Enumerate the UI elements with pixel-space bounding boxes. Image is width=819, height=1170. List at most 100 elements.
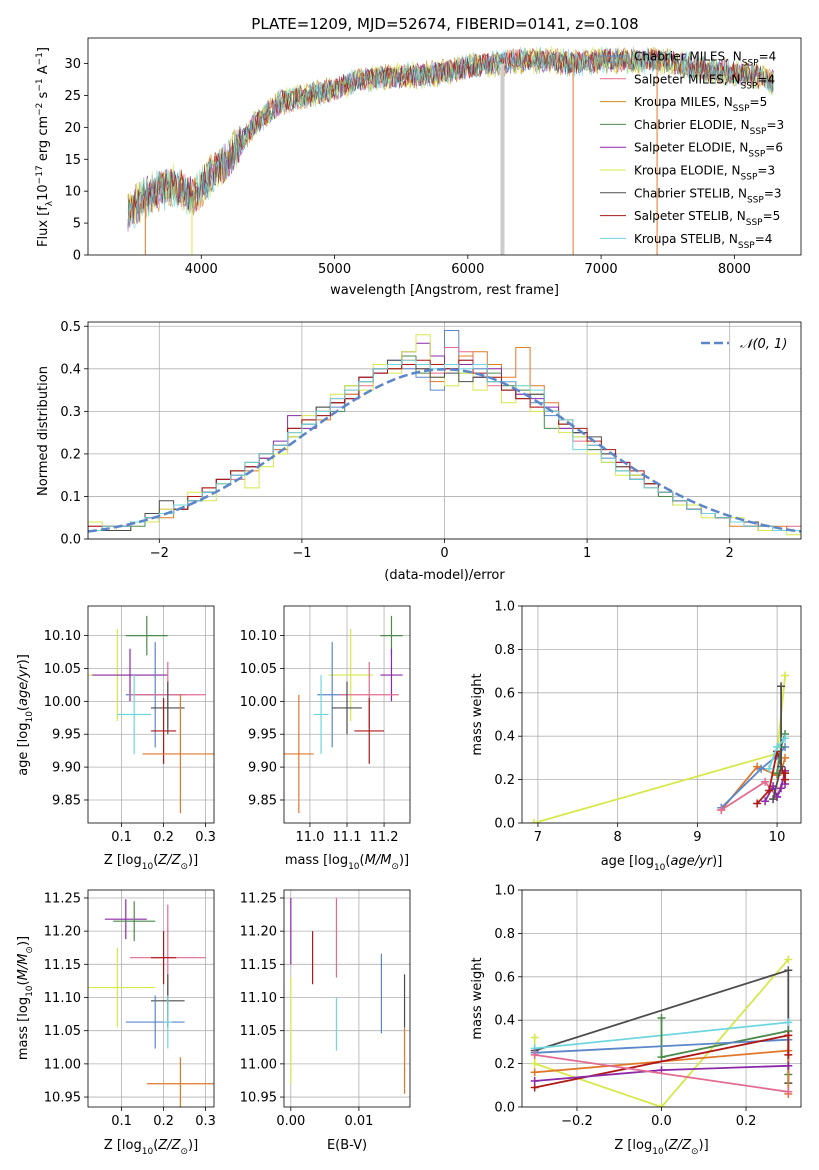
weight-line	[533, 675, 786, 823]
weight-marker	[530, 1076, 539, 1085]
y-tick-label: 1.0	[494, 600, 515, 615]
plot-area	[88, 899, 214, 1107]
weight-marker	[530, 1068, 539, 1077]
weight-line	[534, 1054, 789, 1093]
y-tick-label: 20	[64, 121, 81, 136]
panel-age-vs-mass: 11.0 11.1 11.2 9.85 9.90 9.95 10.00 10.05 10.10 m…	[240, 605, 411, 872]
x-axis-label: age [log10(age/yr)]	[601, 854, 723, 873]
x-tick-label: 0.00	[276, 1114, 305, 1129]
x-tick-label: 0.1	[111, 830, 132, 845]
y-tick-label: 10	[64, 185, 81, 200]
axes-frame	[521, 605, 802, 824]
y-tick-label: 11.25	[240, 891, 277, 906]
y-tick-label: 11.00	[44, 1057, 81, 1072]
y-tick-label: 10.05	[240, 662, 277, 677]
x-tick-label: 0.2	[736, 1114, 757, 1129]
panels-group: 4000 5000 6000 7000 8000051015202530Chabrier…	[16, 37, 802, 1157]
y-tick-label: 0	[73, 249, 81, 264]
weight-marker	[777, 784, 786, 793]
weight-marker	[777, 762, 786, 771]
plot-area	[127, 45, 774, 255]
x-tick-label: 11.1	[333, 830, 362, 845]
panel-age-vs-Z: 0.1 0.2 0.3 9.85 9.90 9.95 10.00 10.05 10.10 Z [l…	[16, 605, 216, 872]
weight-marker	[657, 1014, 666, 1023]
y-tick-label: 0.4	[60, 362, 81, 377]
y-tick-label: 9.85	[52, 793, 81, 808]
y-tick-label: 25	[64, 89, 81, 104]
y-tick-label: 0.4	[494, 730, 515, 745]
plot-area	[530, 955, 793, 1107]
y-tick-label: 0.2	[60, 447, 81, 462]
legend-label: Kroupa ELODIE, NSSP=3	[634, 164, 775, 183]
axes-frame	[283, 605, 411, 824]
y-tick-label: 11.00	[240, 1057, 277, 1072]
y-tick-label: 0.0	[494, 817, 515, 832]
y-tick-label: 0.0	[494, 1101, 515, 1116]
axes-frame	[87, 889, 215, 1108]
axes-frame	[283, 889, 411, 1108]
y-tick-label: 10.95	[44, 1091, 81, 1106]
x-tick-label: 1	[583, 546, 591, 561]
y-tick-label: 11.20	[44, 925, 81, 940]
weight-marker	[781, 671, 790, 680]
weight-line	[534, 1038, 789, 1054]
x-tick-label: 8000	[718, 262, 751, 277]
y-tick-label: 11.15	[44, 958, 81, 973]
x-tick-label: 0.2	[153, 830, 174, 845]
weight-marker	[530, 1050, 539, 1059]
y-axis-label: mass weight	[470, 673, 485, 755]
y-tick-label: 11.25	[44, 891, 81, 906]
x-tick-label: 0.0	[651, 1114, 672, 1129]
y-tick-label: 1.0	[494, 884, 515, 899]
plot-area	[529, 671, 790, 823]
plot-area	[284, 615, 403, 814]
weight-line	[720, 757, 786, 811]
y-tick-label: 10.05	[44, 662, 81, 677]
weight-marker	[765, 764, 774, 773]
y-tick-label: 5	[73, 217, 81, 232]
y-axis-label: Normed distribution	[36, 366, 51, 496]
x-axis-label: mass [log10(M/M⊙)]	[285, 853, 409, 872]
y-tick-label: 0.2	[494, 773, 515, 788]
weight-marker	[784, 1031, 793, 1040]
panel-mass-vs-EBV: 0.00 0.01 10.95 11.00 11.05 11.10 11.15 11.20 11…	[240, 889, 411, 1153]
weight-marker	[761, 777, 770, 786]
x-tick-label: 8	[614, 830, 622, 845]
y-tick-label: 0.8	[494, 643, 515, 658]
axes-frame	[87, 321, 802, 540]
axes-frame	[521, 889, 802, 1108]
y-tick-label: 0.0	[60, 533, 81, 548]
x-tick-label: 0.3	[195, 1114, 216, 1129]
y-tick-label: 0.8	[494, 927, 515, 942]
x-axis-label: Z [log10(Z/Z⊙)]	[614, 1138, 708, 1157]
y-tick-label: 9.90	[52, 761, 81, 776]
panel-mass-weight-vs-age: 7 8 9 10 0.0 0.2 0.4 0.6 0.8 1.0 age [log10(age/yr…	[470, 600, 802, 873]
weight-marker	[529, 819, 538, 823]
x-tick-label: 0	[440, 546, 448, 561]
x-axis-label: wavelength [Angstrom, rest frame]	[330, 283, 559, 298]
x-tick-label: −0.2	[561, 1114, 593, 1129]
panel-mass-vs-Z: 0.1 0.2 0.3 10.95 11.00 11.05 11.10 11.15 11.20 1…	[16, 889, 216, 1157]
y-tick-label: 10.95	[240, 1091, 277, 1106]
y-tick-label: 11.05	[240, 1024, 277, 1039]
legend-label: Salpeter STELIB, NSSP=5	[634, 209, 780, 228]
weight-marker	[717, 805, 726, 814]
x-tick-label: 6000	[451, 262, 484, 277]
weight-marker	[761, 797, 770, 806]
y-tick-label: 9.95	[248, 728, 277, 743]
x-tick-label: 0.2	[153, 1114, 174, 1129]
legend-label: Chabrier ELODIE, NSSP=3	[634, 118, 784, 137]
legend-label: Kroupa MILES, NSSP=5	[634, 95, 767, 114]
legend-label: Salpeter MILES, NSSP=4	[634, 72, 775, 91]
x-tick-label: 0.01	[344, 1114, 373, 1129]
x-axis-label: Z [log10(Z/Z⊙)]	[104, 1138, 198, 1157]
x-tick-label: 2	[726, 546, 734, 561]
panel-mass-weight-vs-Z: −0.2 0.0 0.2 0.0 0.2 0.4 0.6 0.8 1.0 Z [log10(Z/Z…	[470, 884, 802, 1157]
y-tick-label: 11.20	[240, 925, 277, 940]
weight-marker	[784, 1061, 793, 1070]
axes-frame	[87, 37, 802, 256]
panel-spectrum: 4000 5000 6000 7000 8000 0 5 10 15 20 25 30 Chabrier…	[35, 37, 802, 298]
weight-marker	[784, 1018, 793, 1027]
legend-label: Salpeter ELODIE, NSSP=6	[634, 141, 783, 160]
weight-marker	[784, 966, 793, 975]
